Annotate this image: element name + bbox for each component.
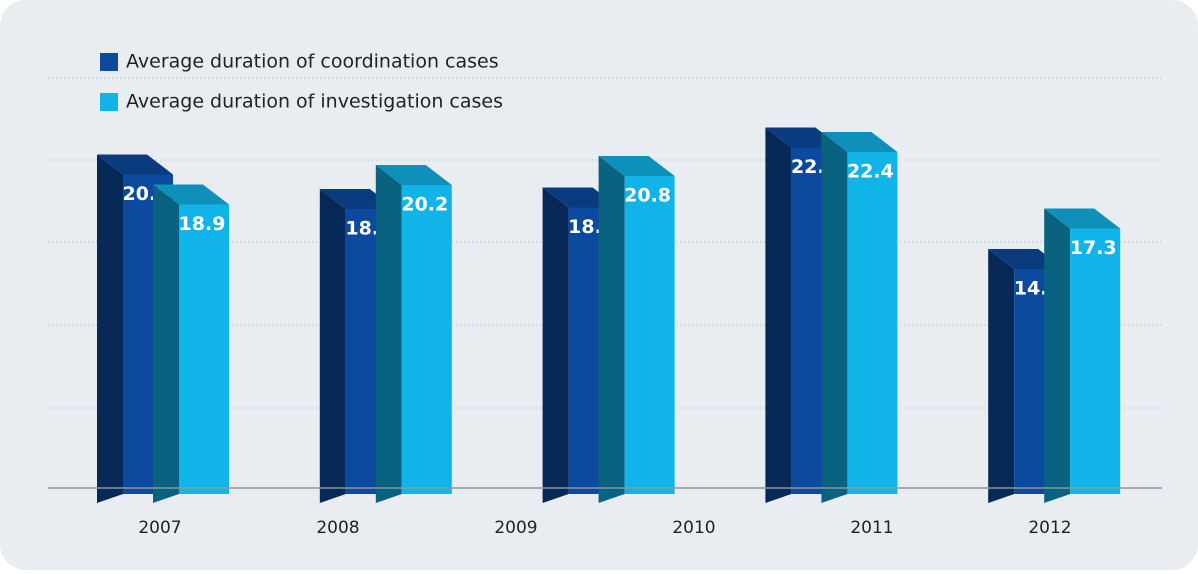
value-label: 22.4 bbox=[847, 161, 894, 183]
bar-top bbox=[1044, 208, 1121, 229]
bar-side bbox=[765, 127, 792, 503]
legend-swatch bbox=[100, 93, 118, 111]
x-tick-label: 2008 bbox=[316, 518, 359, 538]
bar bbox=[624, 176, 675, 494]
bar bbox=[179, 204, 229, 494]
bar bbox=[847, 152, 898, 494]
bar-side bbox=[821, 132, 848, 503]
x-tick-label: 2010 bbox=[672, 518, 715, 538]
bar-top bbox=[153, 184, 229, 205]
value-label: 20.2 bbox=[401, 194, 448, 216]
bar-top bbox=[821, 132, 898, 152]
bar bbox=[401, 185, 452, 494]
x-tick-label: 2011 bbox=[850, 518, 893, 538]
bar-side bbox=[598, 156, 625, 503]
bar-top bbox=[375, 165, 452, 185]
legend-label: Average duration of investigation cases bbox=[126, 91, 503, 113]
legend-swatch bbox=[100, 53, 118, 71]
value-label: 18.9 bbox=[179, 213, 226, 235]
bar-side bbox=[1044, 208, 1071, 503]
value-label: 17.3 bbox=[1070, 237, 1117, 259]
bar-side bbox=[319, 189, 346, 503]
value-label: 20.8 bbox=[624, 185, 671, 207]
bar-top bbox=[598, 156, 675, 176]
bar bbox=[1070, 228, 1121, 494]
bar-side bbox=[542, 187, 569, 503]
x-tick-label: 2012 bbox=[1028, 518, 1071, 538]
bar-side bbox=[988, 249, 1015, 503]
bar-side bbox=[97, 154, 123, 503]
x-tick-label: 2007 bbox=[138, 518, 181, 538]
x-tick-label: 2009 bbox=[494, 518, 537, 538]
bar-top bbox=[97, 154, 173, 175]
bar-side bbox=[153, 184, 179, 503]
legend-label: Average duration of coordination cases bbox=[126, 51, 499, 73]
bar-side bbox=[375, 165, 402, 503]
